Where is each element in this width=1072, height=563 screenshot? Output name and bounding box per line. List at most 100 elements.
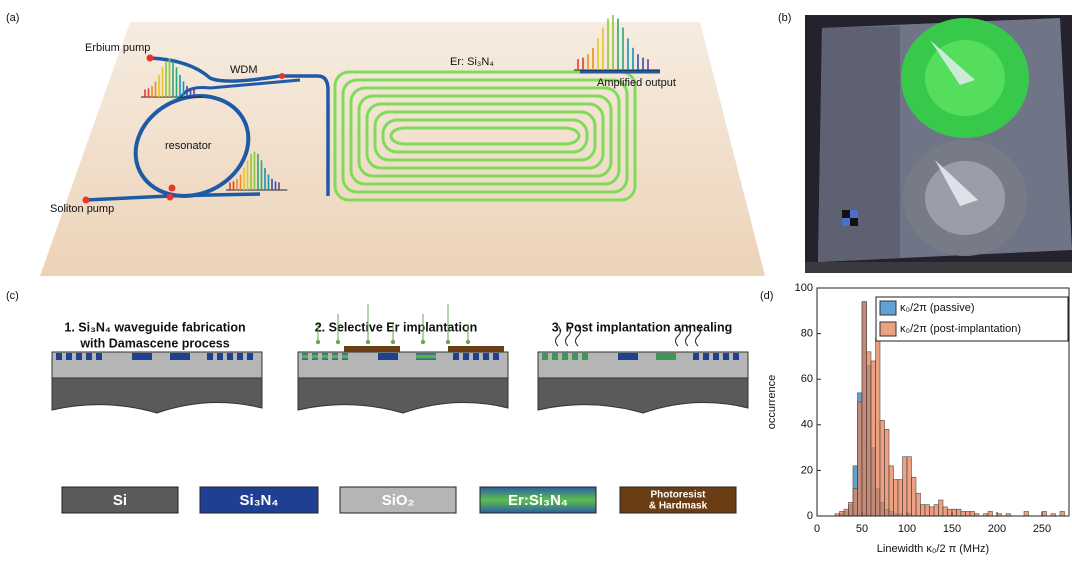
panel-label: (a) [6, 12, 19, 24]
legend-label: κ₀/2π (post-implantation) [900, 323, 1021, 335]
waveguide [170, 353, 190, 360]
label: Erbium pump [85, 42, 150, 54]
y-tick-label: 20 [801, 464, 813, 476]
bar [871, 361, 876, 516]
waveguide [733, 353, 739, 360]
bar [939, 500, 944, 516]
waveguide [713, 353, 719, 360]
step-title: 2. Selective Er implantation [315, 320, 478, 334]
waveguide [217, 353, 223, 360]
bar [889, 466, 894, 516]
ion [316, 340, 320, 344]
waveguide [693, 353, 699, 360]
bar [930, 507, 935, 516]
legend-label: Er:Si₃N₄ [508, 492, 568, 509]
waveguide [703, 353, 709, 360]
bar [907, 457, 912, 516]
bar [952, 509, 957, 516]
waveguide [483, 353, 489, 360]
x-axis-label: Linewidth κ₀/2 π (MHz) [877, 543, 989, 555]
waveguide [227, 353, 233, 360]
bar [903, 457, 908, 516]
waveguide [207, 353, 213, 360]
bar [849, 502, 854, 516]
bar [934, 505, 939, 516]
label: Amplified output [597, 77, 676, 89]
step-title: 1. Si₃N₄ waveguide fabrication [64, 320, 245, 334]
legend-label: & Hardmask [649, 501, 708, 512]
y-tick-label: 60 [801, 373, 813, 385]
legend-label: Si [113, 492, 127, 509]
x-tick-label: 100 [898, 523, 916, 535]
waveguide [237, 353, 243, 360]
bar [1042, 511, 1047, 516]
bar [921, 505, 926, 516]
waveguide [312, 353, 318, 360]
bar [916, 493, 921, 516]
waveguide [463, 353, 469, 360]
y-tick-label: 80 [801, 328, 813, 340]
ion [421, 340, 425, 344]
chip-photo [805, 15, 1072, 273]
waveguide [76, 353, 82, 360]
hardmask [448, 346, 504, 352]
ion [391, 340, 395, 344]
bar [880, 420, 885, 516]
panel-label: (b) [778, 12, 791, 24]
label: Soliton pump [50, 203, 114, 215]
histogram: 0 20 40 60 80 100 0 50 100 150 200 250 Linewidth κ₀/… [766, 282, 1069, 555]
hardmask [344, 346, 400, 352]
bar [867, 352, 872, 516]
y-tick-label: 40 [801, 419, 813, 431]
device-illustration [40, 15, 765, 276]
bar [948, 509, 953, 516]
x-tick-label: 0 [814, 523, 820, 535]
waveguide [96, 353, 102, 360]
x-tick-label: 250 [1033, 523, 1051, 535]
legend-label: SiO₂ [382, 492, 415, 509]
bar [957, 509, 962, 516]
bar [840, 511, 845, 516]
bar [943, 507, 948, 516]
waveguide [378, 353, 398, 360]
legend-label: κ₀/2π (passive) [900, 302, 975, 314]
x-tick-label: 150 [943, 523, 961, 535]
si-substrate [52, 378, 262, 413]
waveguide [322, 353, 328, 360]
bar [912, 477, 917, 516]
waveguide [723, 353, 729, 360]
bar [1060, 511, 1065, 516]
waveguide [416, 353, 436, 360]
legend-swatch [880, 301, 896, 315]
ion [466, 340, 470, 344]
bar [898, 480, 903, 516]
panel-label: (c) [6, 290, 19, 302]
legend-label: Si₃N₄ [239, 492, 278, 509]
waveguide [656, 353, 676, 360]
y-tick-label: 100 [795, 282, 813, 294]
waveguide [302, 353, 308, 360]
x-tick-label: 200 [988, 523, 1006, 535]
x-tick-label: 50 [856, 523, 868, 535]
bar [885, 429, 890, 516]
bar [961, 511, 966, 516]
y-axis-label: occurrence [766, 375, 778, 429]
waveguide [473, 353, 479, 360]
waveguide [562, 353, 568, 360]
bar [876, 338, 881, 516]
bar [862, 302, 867, 516]
waveguide [552, 353, 558, 360]
ion [366, 340, 370, 344]
bar [858, 402, 863, 516]
waveguide [247, 353, 253, 360]
waveguide [453, 353, 459, 360]
bar [970, 511, 975, 516]
step-title: with Damascene process [79, 336, 229, 350]
waveguide [332, 353, 338, 360]
figure: (a) (b) (c) (d) Erbium pump WDM Er: Si₃N… [0, 0, 1072, 558]
y-tick-label: 0 [807, 510, 813, 522]
ion [336, 340, 340, 344]
waveguide [132, 353, 152, 360]
bar [966, 511, 971, 516]
bar [1024, 511, 1029, 516]
